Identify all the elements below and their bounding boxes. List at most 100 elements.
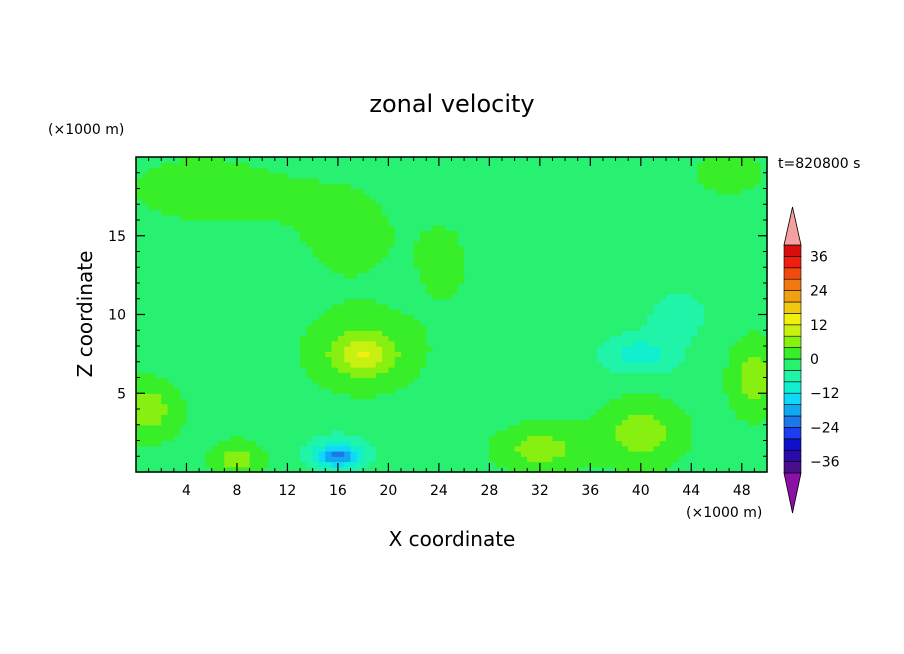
- field-cell: [596, 309, 604, 316]
- field-cell: [558, 262, 566, 268]
- field-cell: [628, 377, 636, 384]
- field-cell: [186, 319, 194, 326]
- field-cell: [369, 388, 377, 394]
- field-cell: [344, 451, 352, 457]
- field-cell: [401, 356, 408, 363]
- field-cell: [167, 283, 175, 289]
- field-cell: [325, 414, 333, 421]
- field-cell: [262, 388, 270, 394]
- field-cell: [180, 246, 188, 253]
- field-cell: [293, 435, 301, 442]
- field-cell: [476, 319, 484, 326]
- field-cell: [470, 451, 478, 457]
- field-cell: [539, 267, 547, 274]
- field-cell: [255, 225, 263, 232]
- field-cell: [552, 172, 560, 179]
- field-cell: [634, 398, 642, 405]
- field-cell: [584, 461, 591, 468]
- field-cell: [375, 183, 383, 190]
- field-cell: [161, 393, 169, 400]
- field-cell: [211, 288, 219, 295]
- field-cell: [218, 325, 225, 331]
- field-cell: [312, 398, 320, 405]
- field-cell: [653, 162, 661, 169]
- field-cell: [369, 183, 377, 190]
- field-cell: [274, 388, 282, 394]
- field-cell: [640, 272, 648, 279]
- field-cell: [230, 361, 238, 368]
- field-cell: [426, 188, 434, 195]
- field-cell: [571, 319, 579, 326]
- field-cell: [451, 466, 459, 473]
- field-cell: [533, 283, 541, 289]
- field-cell: [571, 382, 579, 389]
- field-cell: [457, 225, 465, 232]
- field-cell: [142, 162, 150, 169]
- field-cell: [653, 419, 661, 426]
- field-cell: [432, 220, 440, 226]
- field-cell: [236, 330, 244, 337]
- field-cell: [407, 319, 415, 326]
- field-cell: [236, 435, 244, 442]
- field-cell: [426, 398, 434, 405]
- field-cell: [401, 335, 408, 342]
- field-cell: [173, 398, 181, 405]
- field-cell: [457, 262, 465, 268]
- field-cell: [230, 414, 238, 421]
- field-cell: [325, 466, 333, 473]
- field-cell: [287, 335, 295, 342]
- field-cell: [501, 199, 509, 205]
- field-cell: [236, 388, 244, 394]
- field-cell: [363, 393, 371, 400]
- field-cell: [255, 188, 263, 195]
- field-cell: [552, 435, 560, 442]
- field-cell: [653, 172, 661, 179]
- field-cell: [640, 424, 648, 431]
- field-cell: [577, 393, 585, 400]
- field-cell: [300, 267, 307, 274]
- field-cell: [653, 414, 661, 421]
- field-cell: [647, 262, 655, 268]
- field-cell: [192, 398, 200, 405]
- field-cell: [426, 409, 434, 415]
- field-cell: [470, 293, 478, 300]
- field-cell: [483, 214, 490, 221]
- chart-title: zonal velocity: [369, 90, 534, 118]
- field-cell: [514, 262, 522, 268]
- field-cell: [154, 267, 162, 274]
- field-cell: [186, 204, 194, 211]
- field-cell: [274, 214, 282, 221]
- field-cell: [653, 193, 661, 200]
- field-cell: [211, 199, 219, 205]
- field-cell: [236, 367, 244, 373]
- field-cell: [495, 178, 503, 184]
- field-cell: [451, 204, 459, 211]
- field-cell: [356, 162, 364, 169]
- field-cell: [483, 414, 490, 421]
- field-cell: [363, 309, 371, 316]
- field-cell: [224, 335, 232, 342]
- field-cell: [552, 382, 560, 389]
- field-cell: [413, 451, 421, 457]
- field-cell: [161, 256, 169, 263]
- field-cell: [136, 167, 143, 174]
- field-cell: [514, 377, 522, 384]
- field-cell: [584, 272, 591, 279]
- field-cell: [205, 214, 213, 221]
- field-cell: [230, 283, 238, 289]
- field-cell: [432, 372, 440, 379]
- field-cell: [356, 183, 364, 190]
- field-cell: [577, 288, 585, 295]
- field-cell: [457, 346, 465, 352]
- field-cell: [173, 419, 181, 426]
- field-cell: [180, 225, 188, 232]
- field-cell: [407, 256, 415, 263]
- field-cell: [495, 372, 503, 379]
- field-cell: [136, 309, 143, 316]
- field-cell: [199, 325, 207, 331]
- field-cell: [451, 372, 459, 379]
- field-cell: [565, 356, 572, 363]
- field-cell: [438, 235, 446, 242]
- field-cell: [331, 456, 339, 463]
- field-cell: [154, 346, 162, 352]
